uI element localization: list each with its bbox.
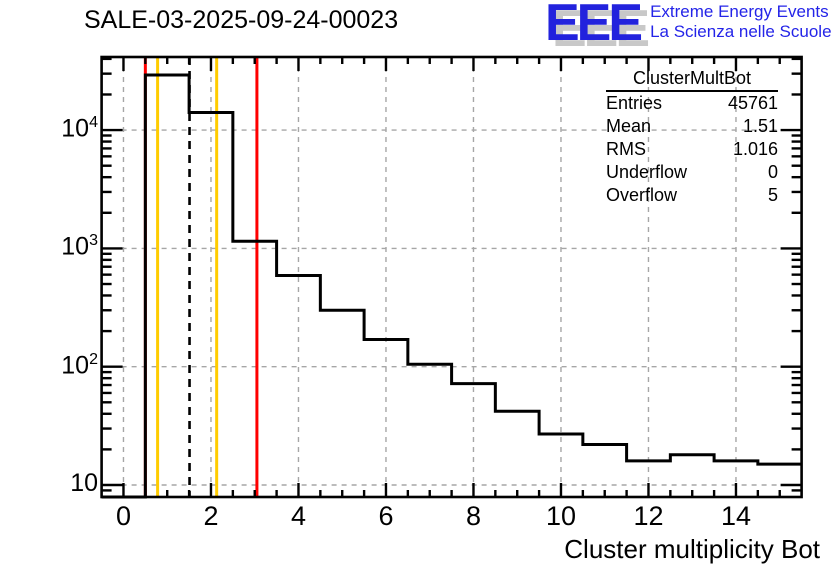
y-tick-label: 102: [61, 350, 98, 380]
stats-label: RMS: [606, 139, 646, 159]
eee-logo-line2: La Scienza nelle Scuole: [650, 22, 832, 41]
stats-row-overflow: Overflow 5: [606, 184, 778, 207]
stats-value: 5: [767, 185, 778, 205]
stats-value: 1.016: [732, 139, 778, 159]
y-tick-label: 10: [70, 469, 98, 497]
x-tick-label: 10: [545, 501, 576, 531]
histogram-step-line: [101, 73, 802, 499]
stats-value: 45761: [727, 93, 778, 113]
y-tick-label: 103: [61, 232, 98, 261]
stats-row-rms: RMS 1.016: [606, 138, 778, 161]
stats-value: 1.51: [742, 116, 778, 136]
stats-box: ClusterMultBot Entries 45761 Mean 1.51 R…: [606, 68, 778, 207]
stats-row-underflow: Underflow 0: [606, 161, 778, 184]
stats-box-title: ClusterMultBot: [606, 68, 778, 92]
x-tick-label: 12: [633, 501, 664, 531]
eee-logo-line1: Extreme Energy Events: [650, 2, 829, 21]
x-tick-label: 8: [465, 501, 481, 531]
page-title: SALE-03-2025-09-24-00023: [84, 6, 399, 34]
stats-value: 0: [767, 162, 778, 182]
x-tick-label: 2: [203, 501, 219, 531]
x-tick-label: 4: [290, 501, 306, 531]
x-tick-label: 6: [378, 501, 394, 531]
stats-label: Entries: [606, 93, 663, 113]
x-tick-label: 14: [720, 501, 751, 531]
eee-logo-acronym: EEE: [545, 0, 643, 52]
eee-logo: EEE Extreme Energy Events La Scienza nel…: [545, 0, 832, 52]
stats-label: Underflow: [606, 162, 688, 182]
x-axis-title: Cluster multiplicity Bot: [564, 534, 820, 564]
y-tick-label: 104: [61, 114, 98, 143]
stats-row-mean: Mean 1.51: [606, 115, 778, 138]
stats-label: Mean: [606, 116, 652, 136]
stats-row-entries: Entries 45761: [606, 92, 778, 115]
eee-logo-text: Extreme Energy Events La Scienza nelle S…: [650, 0, 831, 42]
stats-label: Overflow: [606, 185, 678, 205]
x-tick-label: 0: [115, 501, 131, 531]
